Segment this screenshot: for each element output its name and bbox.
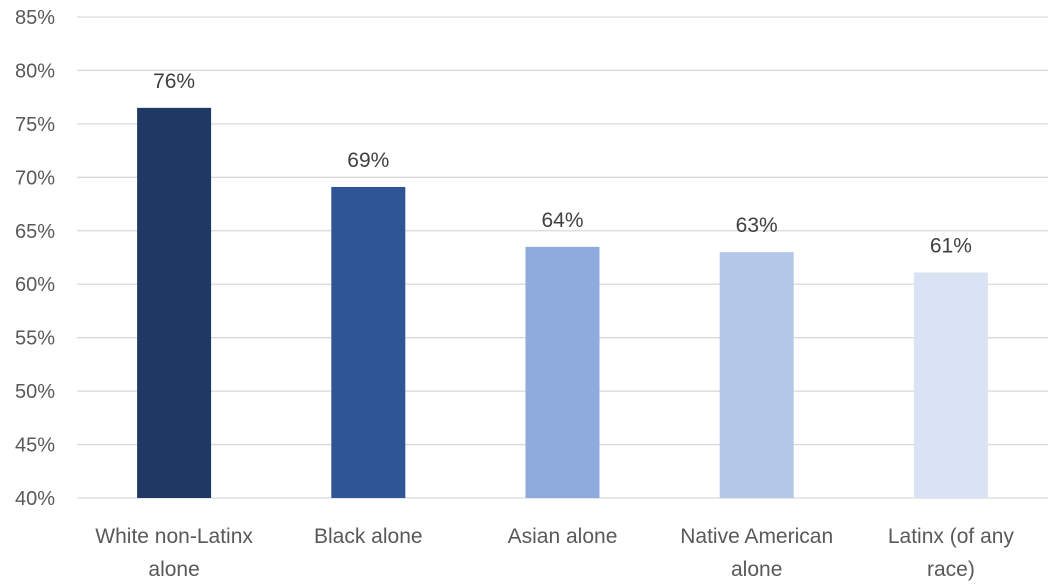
category-label-line: race) xyxy=(927,558,975,581)
category-label: Latinx (of any race) xyxy=(888,525,1015,581)
y-tick-label: 50% xyxy=(15,381,55,403)
y-tick-label: 75% xyxy=(15,114,55,136)
y-tick-label: 65% xyxy=(15,221,55,243)
bar xyxy=(719,252,794,498)
bars xyxy=(137,107,988,498)
category-label-line: Native American xyxy=(680,525,833,548)
bar xyxy=(137,107,212,498)
y-tick-label: 45% xyxy=(15,435,55,457)
data-label: 61% xyxy=(930,234,972,257)
category-label-line: alone xyxy=(148,558,199,581)
y-axis-tick-labels: 40% 45% 50% 55% 60% 65% 70% 75% 80% 85% xyxy=(15,7,55,510)
category-label-line: alone xyxy=(731,558,782,581)
data-label: 69% xyxy=(347,149,389,172)
data-labels: 76% 69% 64% 63% 61% xyxy=(153,70,972,258)
y-tick-label: 70% xyxy=(15,167,55,189)
data-label: 63% xyxy=(736,214,778,237)
category-labels: White non-Latinx alone Black alone Asian al… xyxy=(95,525,1014,581)
category-label-line: White non-Latinx xyxy=(95,525,253,548)
category-label-line: Asian alone xyxy=(508,525,618,548)
data-label: 64% xyxy=(541,209,583,232)
data-label: 76% xyxy=(153,70,195,93)
category-label: White non-Latinx alone xyxy=(95,525,253,581)
bar xyxy=(525,246,600,498)
category-label: Asian alone xyxy=(508,525,618,548)
y-tick-label: 55% xyxy=(15,328,55,350)
y-tick-label: 40% xyxy=(15,488,55,510)
y-tick-label: 80% xyxy=(15,60,55,82)
y-tick-label: 85% xyxy=(15,7,55,29)
y-tick-label: 60% xyxy=(15,274,55,296)
category-label: Native American alone xyxy=(680,525,833,581)
bar xyxy=(913,272,988,498)
category-label: Black alone xyxy=(314,525,423,548)
category-label-line: Black alone xyxy=(314,525,423,548)
category-label-line: Latinx (of any xyxy=(888,525,1015,548)
bar xyxy=(331,186,406,498)
